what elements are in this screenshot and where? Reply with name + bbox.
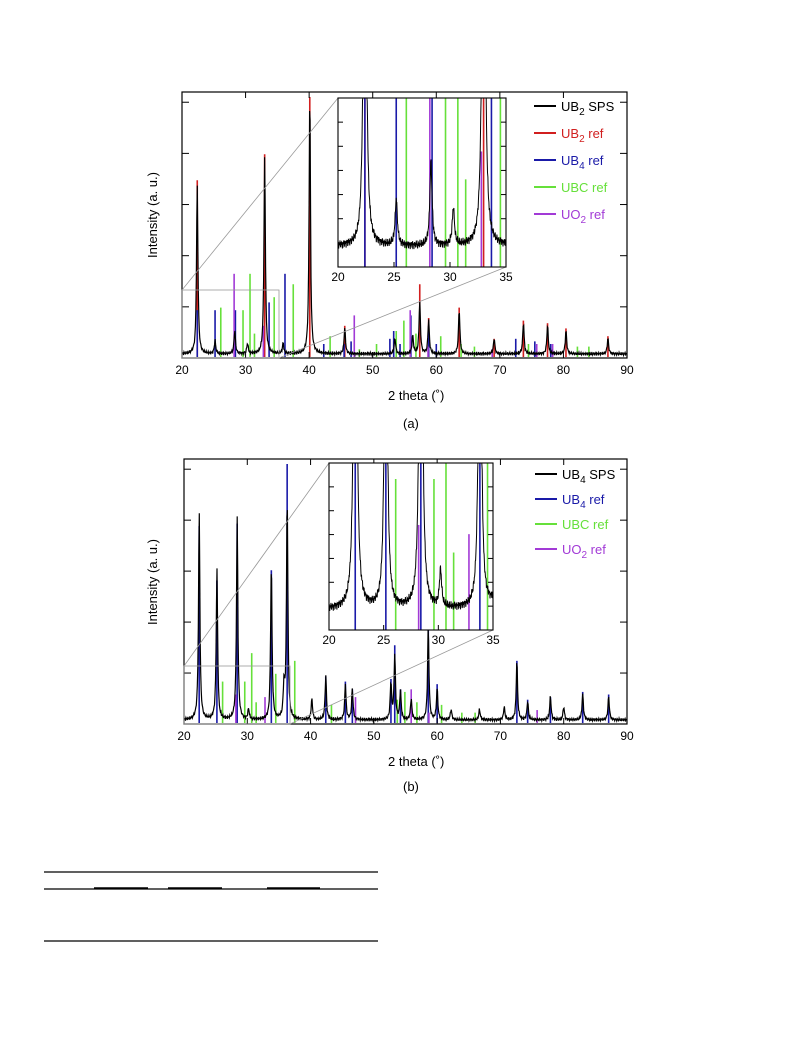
x-tick-label: 40 (302, 363, 316, 377)
x-tick-label: 30 (239, 363, 253, 377)
legend-label: UB4 ref (561, 153, 604, 172)
panel-b-zoom-connector-top (183, 462, 330, 667)
panel-a-inset: 20 25 30 35 (331, 97, 513, 284)
x-tick-label: 50 (366, 363, 380, 377)
panel-b-inset-frame (328, 462, 494, 631)
x-tick-label: 20 (175, 363, 189, 377)
panel-b-measured-trace (183, 510, 628, 724)
inset-x-tick-label: 20 (331, 270, 345, 284)
panel-a-inset-frame (337, 97, 507, 268)
panel-a-caption: (a) (403, 416, 419, 431)
panel-a-x-ticks: 20 30 40 50 60 70 80 90 (175, 92, 634, 377)
panel-b-inset-x-ticks: 20 25 30 35 (322, 486, 500, 647)
inset-x-tick-label: 30 (432, 633, 446, 647)
table-rules (44, 871, 378, 942)
panel-a-measured-trace (181, 110, 628, 358)
panel-b-chart: 20 30 40 50 60 70 80 90 2 theta (˚) Intensity (… (145, 458, 634, 794)
panel-b-caption: (b) (403, 779, 419, 794)
panel-b-zoom-region (183, 665, 291, 725)
x-tick-label: 80 (557, 363, 571, 377)
x-tick-label: 80 (557, 729, 571, 743)
legend-label: UB4 ref (562, 492, 605, 511)
legend-label: UB2 ref (561, 126, 604, 145)
panel-a-zoom-region (181, 289, 280, 359)
inset-x-tick-label: 35 (486, 633, 500, 647)
x-tick-label: 20 (177, 729, 191, 743)
x-tick-label: 50 (367, 729, 381, 743)
panel-b-plot-frame (183, 458, 628, 725)
panel-b-legend: UB4 SPS UB4 ref UBC ref UO2 ref (535, 467, 616, 561)
panel-b-zoom-connector-bottom (289, 629, 494, 725)
inset-x-tick-label: 20 (322, 633, 336, 647)
x-tick-label: 70 (494, 729, 508, 743)
x-tick-label: 40 (304, 729, 318, 743)
panel-a-x-axis-title: 2 theta (˚) (388, 388, 444, 403)
legend-label: UB2 SPS (561, 99, 615, 118)
inset-x-tick-label: 35 (499, 270, 513, 284)
legend-label: UBC ref (561, 180, 608, 195)
panel-a-y-axis-title: Intensity (a. u.) (145, 172, 160, 258)
panel-a-plot-frame (181, 91, 628, 359)
x-tick-label: 90 (620, 363, 634, 377)
panel-b-x-ticks: 20 30 40 50 60 70 80 90 (177, 459, 634, 743)
panel-a-reference-lines (196, 97, 609, 357)
panel-b-y-ticks (184, 468, 627, 725)
panel-b-inset: 20 25 30 35 (322, 462, 500, 647)
x-tick-label: 90 (620, 729, 634, 743)
x-tick-label: 70 (493, 363, 507, 377)
inset-x-tick-label: 25 (377, 633, 391, 647)
inset-x-tick-label: 25 (387, 270, 401, 284)
x-tick-label: 60 (430, 729, 444, 743)
x-tick-label: 30 (241, 729, 255, 743)
panel-a-chart: 20 30 40 50 60 70 80 90 2 theta (˚) Intensity (… (145, 91, 634, 431)
legend-label: UO2 ref (561, 207, 605, 226)
panel-b-y-axis-title: Intensity (a. u.) (145, 539, 160, 625)
panel-a-zoom-connector-top (181, 97, 339, 291)
panel-a-zoom-connector-bottom (278, 266, 507, 359)
legend-label: UB4 SPS (562, 467, 616, 486)
x-tick-label: 60 (430, 363, 444, 377)
panel-a-legend: UB2 SPS UB2 ref UB4 ref UBC ref UO2 ref (534, 99, 615, 226)
legend-label: UO2 ref (562, 542, 606, 561)
panel-a-inset-x-ticks: 20 25 30 35 (331, 121, 513, 284)
panel-b-x-axis-title: 2 theta (˚) (388, 754, 444, 769)
inset-x-tick-label: 30 (443, 270, 457, 284)
legend-label: UBC ref (562, 517, 609, 532)
